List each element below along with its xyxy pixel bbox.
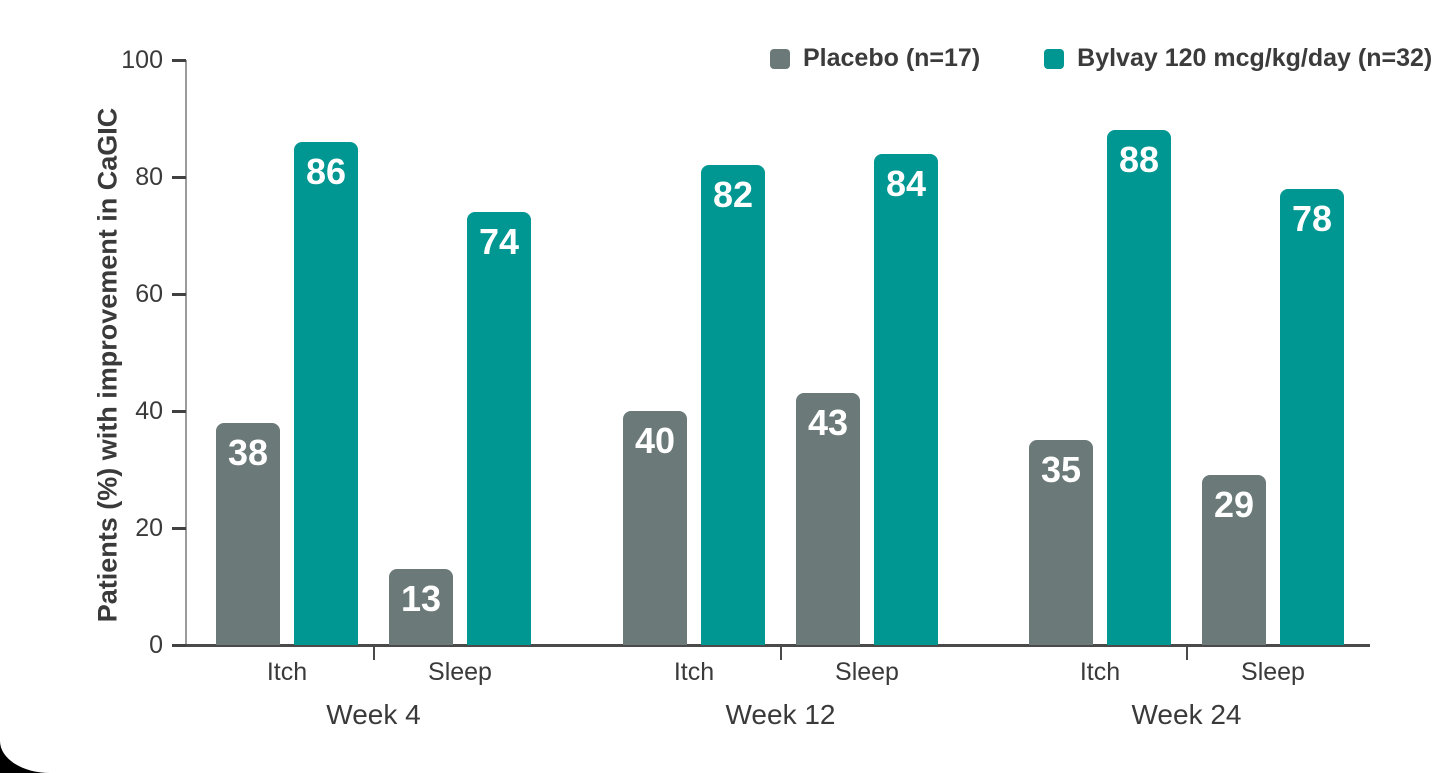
bar-placebo-week4-itch: 38 [216, 422, 280, 645]
y-axis-tick [172, 292, 186, 296]
bar-value-label: 29 [1213, 484, 1255, 526]
bar-placebo-week24-itch: 35 [1029, 440, 1093, 645]
bar-bylvay-week12-itch: 82 [701, 165, 765, 645]
bar-placebo-week24-sleep: 29 [1202, 475, 1266, 645]
bar-value-label: 88 [1118, 139, 1160, 181]
week-label-week12: Week 12 [725, 699, 836, 730]
x-axis-tick [1185, 646, 1188, 660]
week-label-week4: Week 4 [326, 699, 421, 730]
category-label-week12-sleep: Sleep [835, 658, 899, 686]
legend-item-placebo: Placebo (n=17) [770, 44, 980, 73]
bar-value-label: 40 [634, 420, 676, 461]
category-label-week24-itch: Itch [1079, 658, 1121, 686]
legend-label-placebo: Placebo (n=17) [803, 44, 981, 72]
week-label-week24: Week 24 [1131, 699, 1242, 730]
category-label-week4-itch: Itch [266, 658, 308, 686]
legend: Placebo (n=17) Bylvay 120 mcg/kg/day (n=… [770, 44, 1432, 73]
category-label-week4-sleep: Sleep [428, 658, 492, 686]
bar-bylvay-week4-sleep: 74 [467, 212, 531, 645]
bar-value-label: 74 [478, 221, 520, 263]
category-label-week12-itch: Itch [673, 658, 715, 686]
x-axis-tick [779, 646, 782, 660]
y-axis-tick [172, 175, 186, 179]
legend-swatch-bylvay [1044, 48, 1065, 69]
y-axis-tick-label: 20 [135, 514, 163, 542]
bar-value-label: 84 [885, 162, 927, 204]
y-axis-tick [172, 643, 186, 647]
y-axis-tick [172, 409, 186, 413]
bar-bylvay-week12-sleep: 84 [874, 153, 938, 645]
y-axis-tick-label: 60 [135, 280, 163, 308]
y-axis-tick [172, 58, 186, 62]
bar-bylvay-week4-itch: 86 [294, 141, 358, 645]
bar-value-label: 35 [1040, 449, 1082, 491]
y-axis-tick-label: 100 [121, 46, 163, 74]
bar-bylvay-week24-itch: 88 [1107, 130, 1171, 645]
y-axis-tick [172, 526, 186, 530]
x-axis-line [172, 644, 1370, 647]
y-axis-tick-label: 0 [149, 631, 163, 659]
legend-item-bylvay: Bylvay 120 mcg/kg/day (n=32) [1044, 44, 1432, 73]
bar-value-label: 13 [400, 577, 442, 619]
bar-placebo-week12-sleep: 43 [796, 393, 860, 645]
x-axis-tick [372, 646, 375, 660]
category-label-week24-sleep: Sleep [1241, 658, 1305, 686]
bar-placebo-week4-sleep: 13 [389, 568, 453, 645]
bar-value-label: 38 [227, 431, 269, 473]
legend-swatch-placebo [770, 48, 790, 69]
bar-value-label: 86 [305, 150, 347, 192]
y-axis-tick-label: 80 [135, 163, 163, 191]
bar-placebo-week12-itch: 40 [623, 411, 687, 645]
bar-value-label: 43 [807, 402, 849, 444]
y-axis-tick-label: 40 [135, 397, 163, 425]
bar-value-label: 78 [1291, 197, 1333, 239]
bar-value-label: 82 [712, 174, 754, 216]
y-axis-line [185, 60, 187, 646]
bar-bylvay-week24-sleep: 78 [1280, 188, 1344, 645]
legend-label-bylvay: Bylvay 120 mcg/kg/day (n=32) [1077, 44, 1433, 72]
